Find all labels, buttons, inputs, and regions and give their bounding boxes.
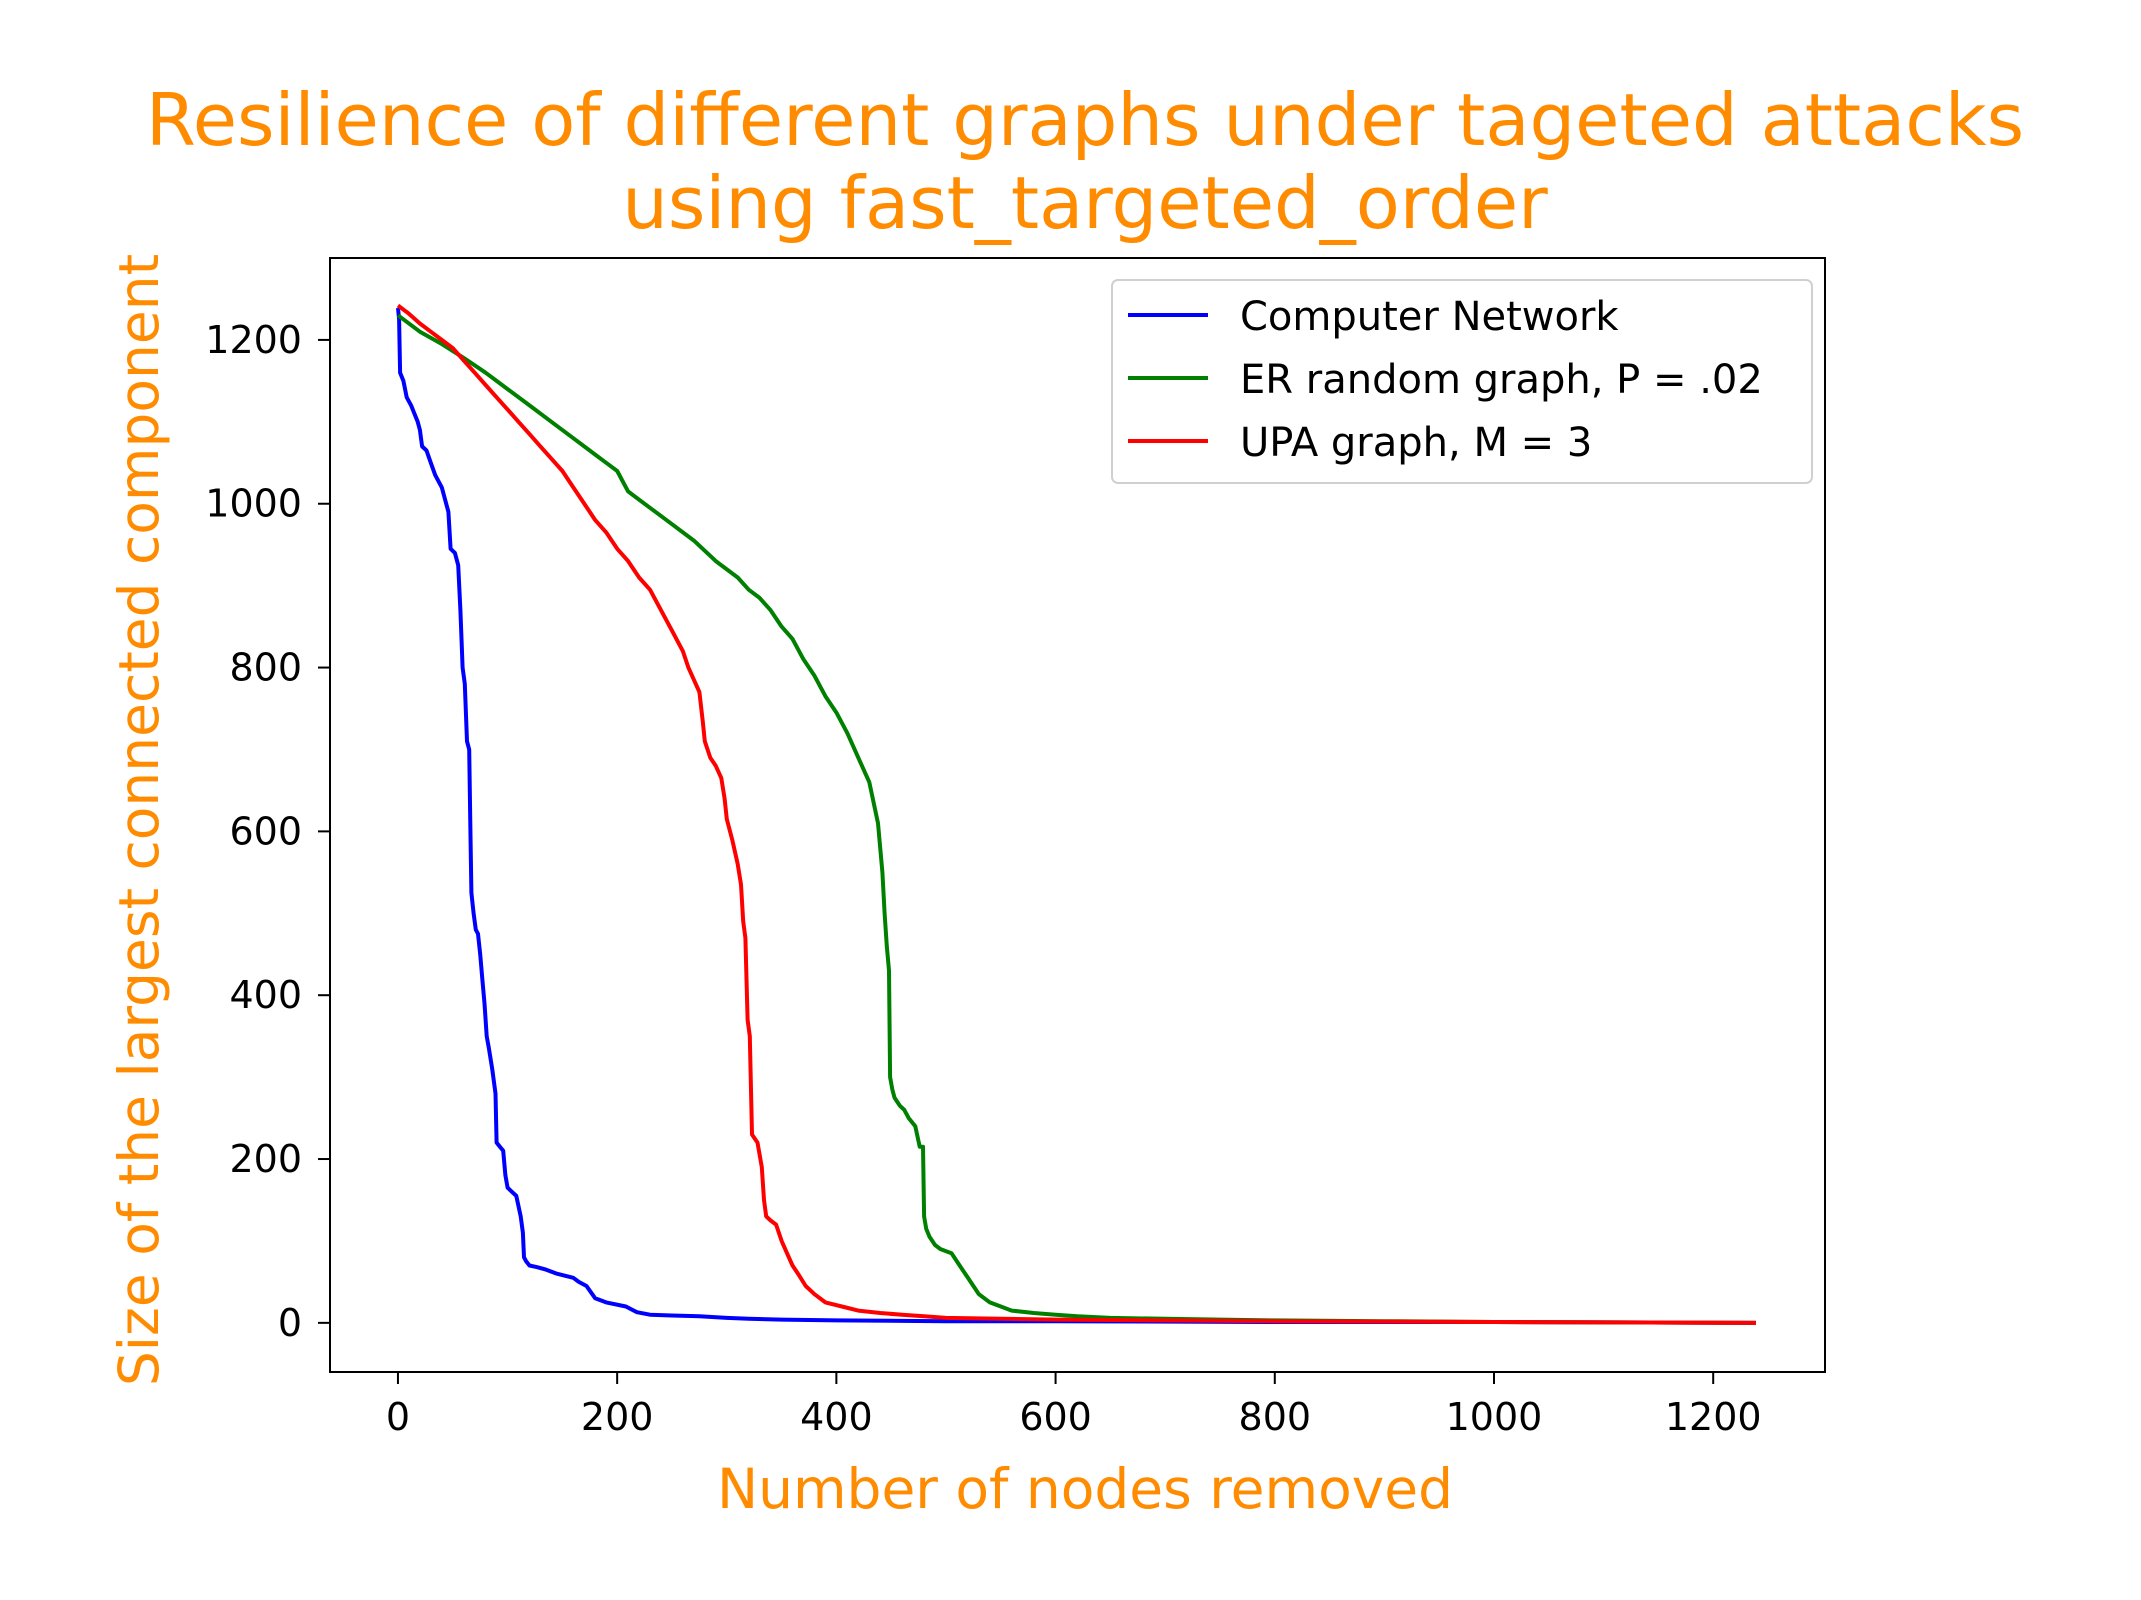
series-computer-network	[396, 307, 1756, 1325]
x-tick-label: 600	[1019, 1395, 1092, 1439]
series-layer	[396, 303, 1756, 1325]
series-upa-graph	[396, 303, 1756, 1325]
x-tick-label: 200	[581, 1395, 654, 1439]
y-tick-label: 1000	[205, 482, 302, 526]
x-tick-label: 1000	[1446, 1395, 1543, 1439]
series-er-random-graph	[396, 313, 1756, 1325]
legend-label-computer-network: Computer Network	[1240, 294, 1619, 340]
legend-label-er-random-graph: ER random graph, P = .02	[1240, 357, 1763, 403]
y-tick-label: 200	[229, 1137, 302, 1181]
x-tick-label: 400	[800, 1395, 873, 1439]
y-tick-label: 0	[278, 1301, 302, 1345]
plot-frame	[329, 257, 1826, 1373]
legend: Computer Network ER random graph, P = .0…	[1111, 279, 1813, 484]
x-tick-label: 1200	[1665, 1395, 1762, 1439]
y-tick-label: 600	[229, 809, 302, 853]
legend-label-upa-graph: UPA graph, M = 3	[1240, 420, 1592, 466]
legend-box	[1111, 279, 1813, 484]
x-tick-label: 0	[386, 1395, 410, 1439]
chart-title-line-2: using fast_targeted_order	[622, 161, 1548, 245]
y-tick-label: 800	[229, 646, 302, 690]
y-tick-label: 400	[229, 973, 302, 1017]
axis-ticks: 0 200 400 600 800 1000 1200 0 200 400 600 800 1000 12…	[205, 318, 1761, 1439]
chart-title-line-1: Resilience of different graphs under tag…	[146, 78, 2024, 162]
x-axis-label: Number of nodes removed	[717, 1457, 1453, 1521]
y-tick-label: 1200	[205, 318, 302, 362]
plot-area	[329, 257, 1826, 1373]
x-tick-label: 800	[1239, 1395, 1312, 1439]
y-axis-label: Size of the largest connected component	[107, 254, 171, 1386]
